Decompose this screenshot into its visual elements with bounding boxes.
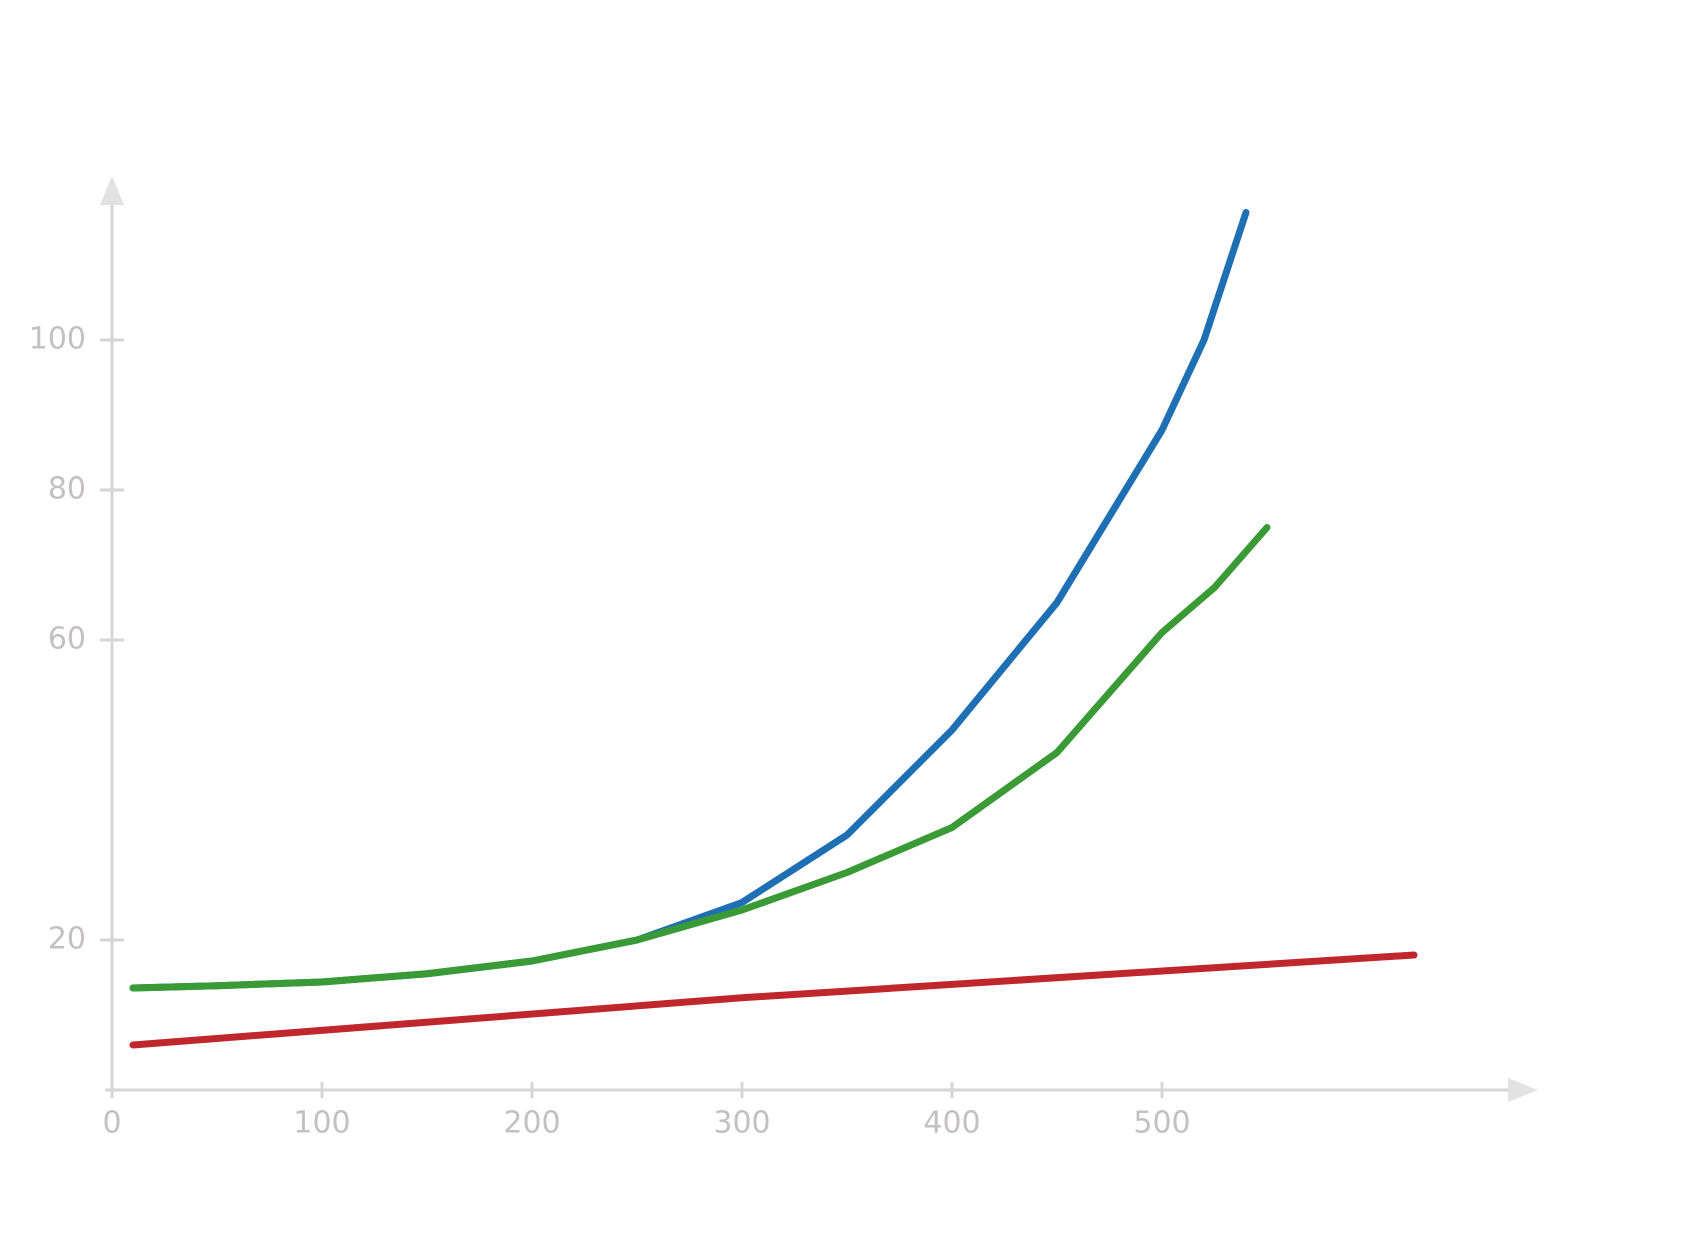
x-tick-label: 200 [503,1106,560,1141]
x-tick-label: 100 [293,1106,350,1141]
x-tick-label: 400 [923,1106,980,1141]
y-tick-label: 80 [48,472,86,507]
y-tick-label: 20 [48,922,86,957]
x-tick-label: 500 [1133,1106,1190,1141]
y-tick-label: 100 [29,322,86,357]
y-tick-label: 60 [48,622,86,657]
x-tick-label: 0 [102,1106,121,1141]
y-axis-arrow [100,176,124,205]
series-line [129,951,1418,1049]
series-line [129,524,1271,992]
x-axis-arrow [1508,1078,1538,1102]
series-line [129,209,1250,992]
x-tick-label: 300 [713,1106,770,1141]
